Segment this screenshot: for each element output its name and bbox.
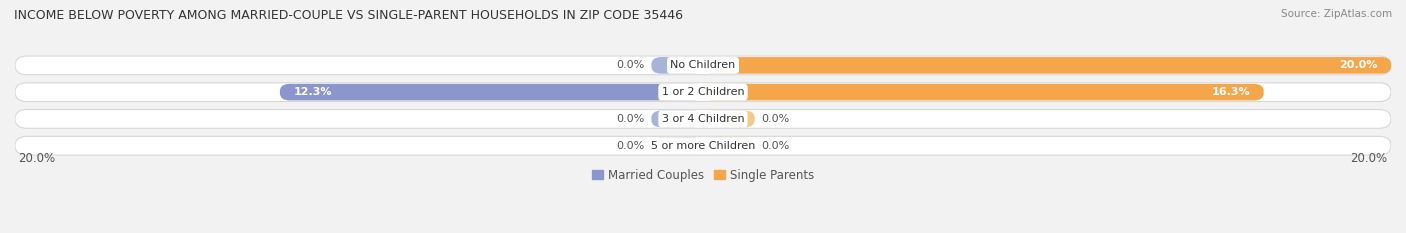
Text: Source: ZipAtlas.com: Source: ZipAtlas.com bbox=[1281, 9, 1392, 19]
FancyBboxPatch shape bbox=[703, 111, 755, 127]
FancyBboxPatch shape bbox=[15, 136, 1391, 155]
FancyBboxPatch shape bbox=[15, 56, 1391, 75]
FancyBboxPatch shape bbox=[703, 57, 1391, 74]
FancyBboxPatch shape bbox=[703, 84, 1264, 100]
Text: 0.0%: 0.0% bbox=[616, 114, 644, 124]
Text: 20.0%: 20.0% bbox=[1339, 60, 1378, 70]
Text: 0.0%: 0.0% bbox=[762, 114, 790, 124]
Text: 3 or 4 Children: 3 or 4 Children bbox=[662, 114, 744, 124]
FancyBboxPatch shape bbox=[651, 137, 703, 154]
Text: 16.3%: 16.3% bbox=[1212, 87, 1250, 97]
FancyBboxPatch shape bbox=[651, 111, 703, 127]
FancyBboxPatch shape bbox=[15, 83, 1391, 102]
Text: 0.0%: 0.0% bbox=[616, 141, 644, 151]
Text: 20.0%: 20.0% bbox=[1350, 152, 1388, 165]
FancyBboxPatch shape bbox=[280, 84, 703, 100]
Text: 5 or more Children: 5 or more Children bbox=[651, 141, 755, 151]
FancyBboxPatch shape bbox=[703, 137, 755, 154]
Text: 1 or 2 Children: 1 or 2 Children bbox=[662, 87, 744, 97]
Text: No Children: No Children bbox=[671, 60, 735, 70]
Text: 20.0%: 20.0% bbox=[18, 152, 56, 165]
Text: 0.0%: 0.0% bbox=[762, 141, 790, 151]
FancyBboxPatch shape bbox=[15, 110, 1391, 128]
FancyBboxPatch shape bbox=[651, 57, 703, 74]
Text: 0.0%: 0.0% bbox=[616, 60, 644, 70]
Legend: Married Couples, Single Parents: Married Couples, Single Parents bbox=[586, 164, 820, 186]
Text: INCOME BELOW POVERTY AMONG MARRIED-COUPLE VS SINGLE-PARENT HOUSEHOLDS IN ZIP COD: INCOME BELOW POVERTY AMONG MARRIED-COUPL… bbox=[14, 9, 683, 22]
Text: 12.3%: 12.3% bbox=[294, 87, 332, 97]
